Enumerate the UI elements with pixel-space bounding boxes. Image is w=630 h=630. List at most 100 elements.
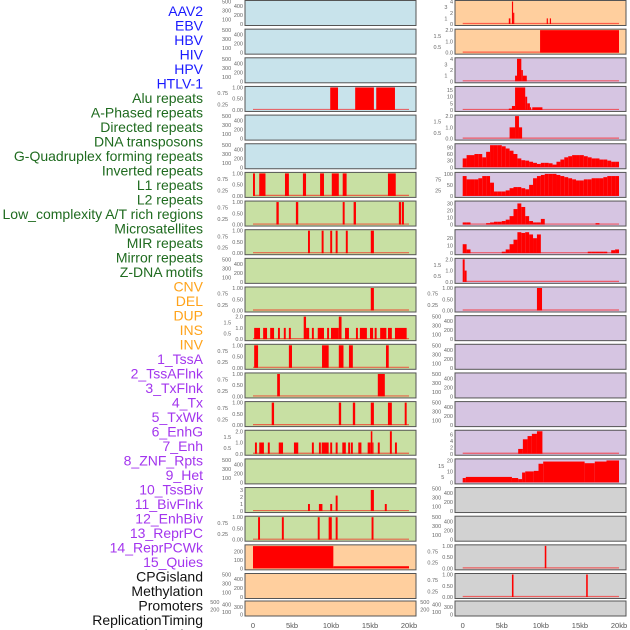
y-tick-label: 400 [234,61,243,67]
y-tick-label: 100 [432,419,441,425]
panel-background [454,85,627,112]
bar [525,471,534,483]
bar [328,517,332,540]
bar [599,178,604,196]
bar [615,176,619,196]
y-tick-label: 500 [420,600,429,606]
y-tick-label: 1.0 [235,326,243,332]
x-tick-label: 20kb [401,621,417,630]
y-tick-label: 400 [234,33,243,39]
track-label: Microsatellites [114,221,203,237]
track-panels: 0100200300400500010020030040050001002003… [210,0,627,619]
y-tick-label: 100 [222,75,231,81]
panel-left-19: 0 100 200 [234,544,417,572]
y-tick-label: 1.5 [434,34,442,40]
bar [572,155,577,168]
panel-background [244,57,417,84]
track-label: DEL [176,293,203,309]
bar [599,159,604,168]
y-tick-label: 0.50 [442,297,453,303]
bar [509,188,514,196]
bar [385,345,389,368]
y-tick-label: 100 [432,610,441,616]
panel-background [454,315,627,342]
y-tick-label: 1.00 [442,544,453,550]
track-label: INV [180,337,204,353]
bar [521,206,526,225]
y-tick-label: 200 [444,385,453,391]
bar [513,239,518,254]
track-label: INS [180,322,203,338]
y-tick-label: 300 [222,582,231,588]
bar [579,180,584,196]
bar [258,517,261,540]
bar [517,232,522,254]
y-tick-label: 0.75 [217,521,228,527]
bar [462,244,467,254]
y-tick-label: 0.00 [232,223,243,229]
y-tick-label: 200 [234,549,243,555]
y-tick-label: 100 [432,361,441,367]
y-tick-label: 0.5 [434,274,442,280]
panel-right-1: 0.00.51.01.52.0 [434,28,627,57]
panel-right-4: 0.00.51.01.52.0 [434,114,627,143]
bar [464,270,467,282]
y-tick-label: 2 [240,495,243,501]
track-label: Directed repeats [100,119,203,135]
y-tick-label: 60 [447,152,453,158]
y-tick-label: 1.00 [232,85,243,91]
panel-left-11: 0.00.51.01.52.0 [224,315,417,343]
bar [538,463,544,483]
bar [338,345,344,368]
bar [288,345,292,368]
bar [355,327,358,340]
y-tick-label: 0.75 [217,234,228,240]
panel-left-15: 0.00.51.01.52.0 [224,429,417,458]
bar [511,1,514,24]
bar [615,161,619,168]
bar [278,442,284,454]
panel-background [244,257,417,284]
bar [533,238,537,254]
y-tick-label: 0.00 [232,423,243,429]
y-tick-label: 1.0 [445,39,453,45]
bar [548,173,553,196]
y-tick-label: 400 [444,348,453,354]
bar [462,158,467,168]
y-tick-label: 0.00 [232,394,243,400]
y-tick-label: 200 [234,586,243,592]
y-tick-label: 0.50 [232,240,243,246]
y-tick-label: 0.0 [445,137,453,143]
bar [270,327,275,340]
bar [370,327,374,340]
y-tick-label: 300 [222,66,231,72]
y-tick-label: 200 [444,414,453,420]
y-tick-label: 300 [222,467,231,473]
y-tick-label: 0.50 [442,584,453,590]
y-tick-label: 10 [447,216,453,222]
y-tick-label: 0 [450,337,453,343]
y-tick-label: 0 [240,509,243,515]
y-tick-label: 0.50 [232,526,243,532]
y-tick-label: 15 [438,464,444,470]
y-tick-label: 500 [222,257,231,263]
panel-left-12: 0.00 0.25 0.50 0.75 1.00 [217,343,417,372]
bar [515,87,526,110]
bar [276,202,279,225]
bar [583,179,588,196]
bar [342,173,347,196]
y-tick-label: 100 [222,610,231,616]
y-tick-label: 6 [450,432,453,438]
bar [513,154,518,168]
track-label: HIV [180,47,204,63]
y-tick-label: 0 [450,538,453,544]
panel-background [454,257,627,284]
bar [513,187,518,196]
bar [501,221,506,225]
y-tick-label: 500 [432,401,441,407]
bar [371,517,374,540]
